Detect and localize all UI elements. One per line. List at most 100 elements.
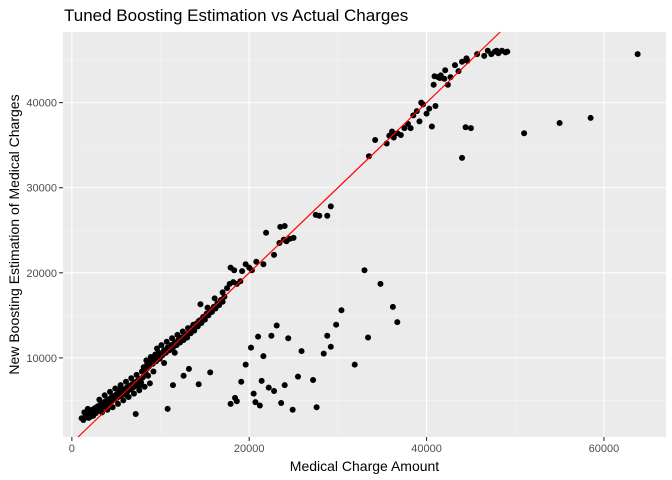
data-point	[116, 386, 123, 393]
data-point	[99, 409, 106, 416]
data-point	[316, 212, 323, 219]
data-point	[459, 58, 466, 65]
data-point	[161, 359, 168, 366]
data-point	[204, 304, 211, 311]
data-point	[258, 377, 265, 384]
data-point	[174, 331, 181, 338]
y-axis-ticks: 10000 20000 30000 40000	[26, 98, 63, 365]
data-point	[158, 342, 165, 349]
reference-line	[77, 31, 501, 438]
data-point	[147, 354, 154, 361]
data-point	[442, 67, 449, 74]
data-point	[333, 321, 340, 328]
data-point	[271, 251, 278, 258]
data-point	[423, 110, 430, 117]
data-point	[271, 388, 278, 395]
data-point	[521, 130, 528, 137]
data-point	[260, 353, 267, 360]
data-point	[179, 328, 186, 335]
data-point	[153, 345, 160, 352]
data-point	[242, 361, 249, 368]
data-point	[327, 203, 334, 210]
data-point	[201, 316, 208, 323]
data-point	[128, 375, 135, 382]
data-point	[397, 131, 404, 138]
data-point	[122, 378, 129, 385]
data-point	[250, 390, 257, 397]
data-point	[298, 348, 305, 355]
data-point	[377, 280, 384, 287]
data-point	[171, 349, 178, 356]
data-point	[247, 344, 254, 351]
data-point	[219, 289, 226, 296]
data-point	[112, 385, 119, 392]
data-point	[285, 335, 292, 342]
data-point	[432, 103, 439, 110]
data-point	[428, 123, 435, 130]
data-point	[459, 154, 466, 161]
data-point	[431, 73, 438, 80]
data-point	[290, 234, 297, 241]
data-point	[481, 52, 488, 59]
data-point	[184, 334, 191, 341]
data-point	[263, 229, 270, 236]
data-point	[504, 48, 511, 55]
data-point	[137, 382, 144, 389]
data-point	[132, 411, 139, 418]
data-point	[123, 392, 130, 399]
data-point	[365, 334, 372, 341]
data-point	[430, 81, 437, 88]
x-tick-label: 0	[69, 443, 75, 455]
data-point	[634, 51, 641, 58]
data-point	[191, 327, 198, 334]
data-point	[255, 333, 262, 340]
data-point	[120, 397, 127, 404]
data-point	[338, 307, 345, 314]
data-point	[136, 387, 143, 394]
data-point	[253, 258, 260, 265]
x-tick-label: 60000	[589, 443, 620, 455]
data-point	[289, 406, 296, 413]
data-point	[227, 400, 234, 407]
data-point	[278, 399, 285, 406]
data-point	[195, 381, 202, 388]
data-point	[164, 405, 171, 412]
data-point	[96, 396, 103, 403]
data-point	[420, 101, 427, 108]
data-point	[462, 124, 469, 131]
data-point	[150, 368, 157, 375]
x-tick-label: 40000	[411, 443, 442, 455]
data-point	[169, 382, 176, 389]
data-point	[441, 75, 448, 82]
minor-gridlines	[63, 32, 666, 437]
data-point	[185, 365, 192, 372]
y-tick-label: 10000	[26, 353, 57, 365]
data-point	[388, 128, 395, 135]
data-point	[231, 267, 238, 274]
data-point	[143, 357, 150, 364]
data-point	[310, 376, 317, 383]
data-point	[281, 382, 288, 389]
data-point	[587, 114, 594, 121]
data-point	[389, 303, 396, 310]
y-tick-label: 30000	[26, 183, 57, 195]
data-point	[436, 74, 443, 81]
data-point	[84, 405, 91, 412]
data-point	[211, 295, 218, 302]
data-point	[361, 267, 368, 274]
data-point	[556, 120, 563, 127]
data-point	[426, 105, 433, 112]
reference-line-layer	[77, 31, 501, 438]
data-point	[493, 47, 500, 54]
data-point	[145, 372, 152, 379]
data-point	[394, 319, 401, 326]
data-point	[265, 384, 272, 391]
data-point	[207, 369, 214, 376]
chart-title: Tuned Boosting Estimation vs Actual Char…	[64, 6, 408, 25]
data-point	[130, 390, 137, 397]
data-point	[281, 222, 288, 229]
data-point	[372, 137, 379, 144]
y-tick-label: 40000	[26, 98, 57, 110]
data-point	[169, 335, 176, 342]
data-point	[146, 380, 153, 387]
